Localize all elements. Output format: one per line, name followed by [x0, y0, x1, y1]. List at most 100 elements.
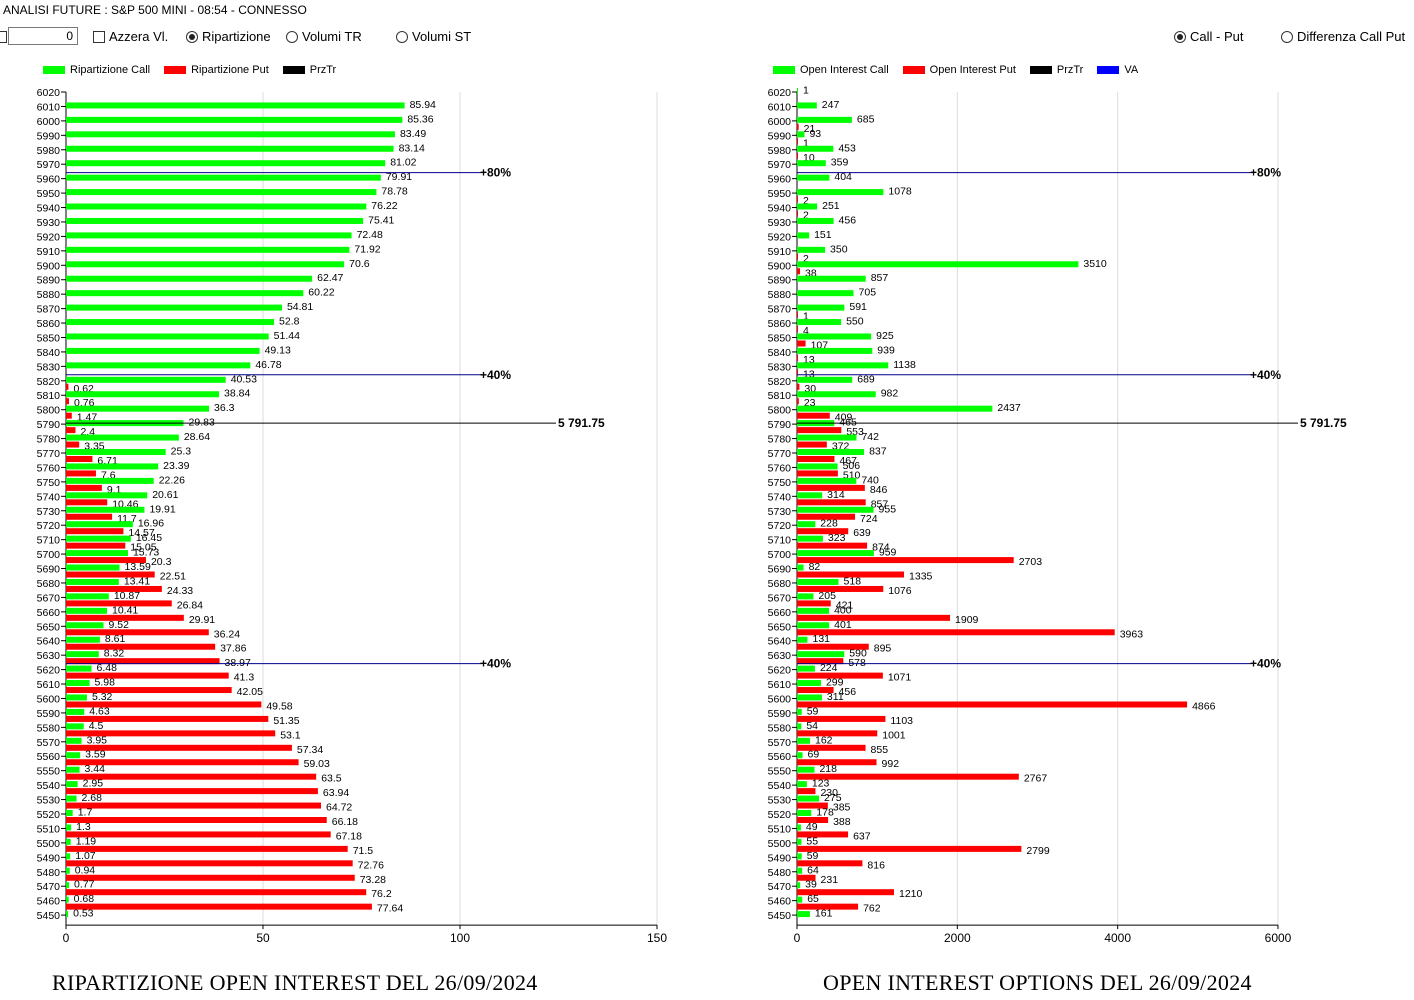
call-bar [797, 492, 823, 499]
legend-call: Ripartizione Call [70, 64, 151, 76]
put-value-label: 1071 [888, 672, 912, 684]
strike-label: 5460 [768, 896, 792, 908]
call-bar [66, 189, 377, 196]
put-bar [66, 412, 72, 419]
strike-label: 5850 [37, 332, 61, 344]
strike-label: 5450 [768, 910, 792, 922]
put-value-label: 1076 [888, 585, 912, 597]
call-bar [66, 333, 269, 340]
put-bar [797, 744, 866, 751]
strike-label: 5580 [768, 722, 792, 734]
call-value-label: 1 [803, 85, 809, 97]
call-value-label: 359 [831, 157, 849, 169]
radio-circle[interactable] [286, 30, 298, 43]
call-value-label: 3.59 [85, 749, 106, 761]
radio-volumi-tr[interactable]: Volumi TR [286, 29, 362, 44]
strike-label: 5630 [768, 650, 792, 662]
put-value-label: 456 [839, 686, 857, 698]
put-bar [66, 701, 262, 708]
call-value-label: 8.61 [105, 633, 126, 645]
call-value-label: 83.49 [400, 128, 426, 140]
put-bar [66, 614, 184, 621]
put-bar [66, 643, 216, 650]
call-bar [797, 766, 815, 773]
call-bar [797, 810, 812, 816]
strike-label: 5610 [768, 679, 792, 691]
call-bar [66, 145, 394, 152]
put-bar [797, 903, 859, 910]
call-bar [66, 362, 251, 369]
radio-circle[interactable] [1174, 30, 1186, 43]
call-bar [66, 203, 367, 210]
call-value-label: 689 [857, 373, 875, 385]
call-value-label: 2.95 [83, 778, 104, 790]
call-bar [66, 550, 128, 557]
numeric-input[interactable]: 0 [8, 27, 78, 45]
radio-differenza-call-put[interactable]: Differenza Call Put [1281, 29, 1405, 44]
strike-label: 5860 [768, 318, 792, 330]
call-value-label: 62.47 [317, 272, 343, 284]
call-value-label: 10.41 [112, 604, 138, 616]
strike-label: 5840 [768, 347, 792, 359]
price-label: 5 791.75 [558, 416, 605, 430]
strike-label: 5920 [768, 231, 792, 243]
call-bar [797, 853, 802, 860]
call-bar [797, 145, 834, 152]
azzera-checkbox[interactable]: Azzera Vl. [93, 29, 168, 44]
put-bar [797, 340, 806, 347]
strike-label: 5930 [768, 217, 792, 229]
put-bar [797, 412, 830, 419]
put-bar [797, 672, 883, 679]
call-bar [797, 622, 830, 629]
call-bar [797, 535, 823, 542]
put-value-label: 20.3 [151, 556, 172, 568]
strike-label: 5500 [768, 838, 792, 850]
level-label: +40% [480, 657, 511, 671]
call-bar [66, 838, 71, 845]
put-bar [797, 253, 798, 260]
call-value-label: 93 [809, 128, 821, 140]
call-value-label: 178 [816, 807, 834, 819]
put-value-label: 816 [867, 859, 885, 871]
radio-circle[interactable] [396, 30, 408, 43]
put-bar [797, 542, 868, 549]
partial-checkbox[interactable] [0, 31, 7, 43]
put-bar [66, 903, 372, 910]
put-bar [797, 484, 865, 491]
call-value-label: 0.68 [74, 893, 95, 905]
put-bar [66, 860, 353, 867]
checkbox-box[interactable] [93, 30, 105, 43]
call-bar [66, 290, 304, 297]
radio-circle[interactable] [1281, 30, 1293, 43]
call-bar [66, 622, 104, 629]
radio-ripartizione[interactable]: Ripartizione [186, 29, 271, 44]
strike-label: 5710 [37, 535, 61, 547]
put-bar [66, 802, 321, 809]
strike-label: 5770 [768, 448, 792, 460]
call-bar [797, 362, 889, 369]
call-bar [797, 752, 803, 759]
call-value-label: 60.22 [308, 287, 334, 299]
strike-label: 5770 [37, 448, 61, 460]
call-bar [66, 752, 81, 759]
call-value-label: 65 [807, 893, 819, 905]
strike-label: 5450 [37, 910, 61, 922]
strike-label: 5630 [37, 650, 61, 662]
strike-label: 5650 [768, 621, 792, 633]
strike-label: 5970 [37, 159, 61, 171]
strike-label: 5610 [37, 679, 61, 691]
radio-volumi-st[interactable]: Volumi ST [396, 29, 471, 44]
put-bar [797, 557, 1014, 564]
strike-label: 5780 [37, 434, 61, 446]
call-bar [797, 824, 801, 831]
left-caption: RIPARTIZIONE OPEN INTEREST DEL 26/09/202… [52, 970, 538, 995]
put-value-label: 421 [836, 599, 854, 611]
x-tick-label: 0 [794, 931, 801, 945]
call-bar [797, 290, 854, 297]
call-bar [797, 521, 816, 528]
call-value-label: 54 [806, 720, 818, 732]
radio-circle[interactable] [186, 30, 198, 43]
radio-call-put[interactable]: Call - Put [1174, 29, 1243, 44]
put-value-label: 388 [833, 816, 851, 828]
call-bar [797, 867, 803, 874]
